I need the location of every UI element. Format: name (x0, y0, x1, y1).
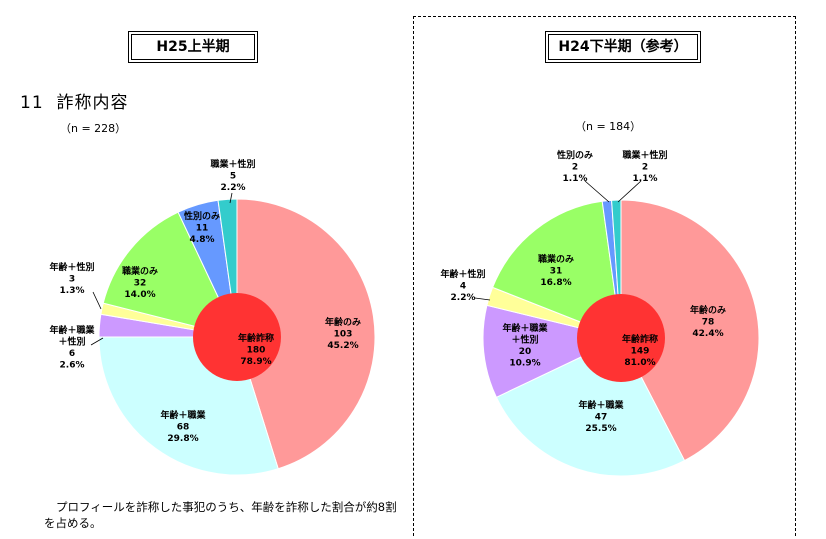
data-label-age-only-line: 45.2% (327, 341, 358, 351)
data-label-sex-only-line: 2 (572, 163, 578, 173)
data-label-age-job-line: 68 (177, 423, 190, 433)
data-label-age-fraud-total-line: 78.9% (240, 357, 271, 367)
data-label-job-sex-line: 職業＋性別 (622, 149, 667, 161)
data-label-sex-only-line: 11 (196, 224, 209, 234)
data-label-age-job-sex-line: 2.6% (60, 361, 85, 371)
section-title: 詐称内容 (56, 93, 129, 113)
data-label-age-job-sex-line: ＋性別 (58, 336, 85, 348)
leader-line (92, 291, 102, 310)
pie-slice-age-job-sex (482, 304, 623, 398)
data-label-age-job-sex-line: ＋性別 (511, 334, 538, 346)
data-label-age-only-line: 年齢のみ (325, 316, 361, 328)
data-label-age-job-line: 47 (595, 413, 608, 423)
pie-slice-job-only (102, 211, 238, 338)
data-label-age-fraud-total: 年齢詐称 149 81.0% (622, 333, 658, 368)
data-label-age-job-sex-line: 年齢＋職業 (502, 322, 548, 334)
data-label-age-job-sex: 年齢＋職業＋性別 20 10.9% (502, 322, 548, 369)
data-label-age-sex-line: 年齢＋性別 (440, 268, 485, 280)
data-label-job-sex-line: 5 (230, 172, 236, 182)
period-header-left: H25上半期 (128, 31, 258, 63)
leader-line (90, 337, 104, 346)
data-label-job-only-line: 14.0% (124, 290, 155, 300)
summary-note-line1: プロフィールを詐称した事犯のうち、年齢を詐称した割合が約8割 (56, 500, 397, 514)
data-label-sex-only: 性別のみ 2 1.1% (557, 149, 593, 184)
data-label-age-fraud-total-line: 180 (247, 346, 266, 356)
data-label-age-fraud-total: 年齢詐称 180 78.9% (238, 332, 274, 367)
sample-size-left: （n = 228） (60, 122, 127, 135)
data-label-age-only-line: 78 (702, 318, 715, 328)
leader-line (584, 180, 610, 203)
data-label-age-job-sex-line: 6 (69, 349, 75, 359)
data-label-job-only-line: 16.8% (540, 278, 571, 288)
data-label-age-sex-line: 4 (460, 282, 466, 292)
data-label-job-only-line: 職業のみ (122, 265, 158, 277)
summary-note: プロフィールを詐称した事犯のうち、年齢を詐称した割合が約8割 を占める。 (44, 499, 397, 531)
data-label-age-fraud-total-line: 149 (631, 347, 650, 357)
data-label-age-job-line: 年齢＋職業 (160, 409, 206, 421)
data-label-sex-only-line: 性別のみ (557, 149, 593, 161)
data-label-job-sex-line: 職業＋性別 (210, 158, 255, 170)
data-label-age-only: 年齢のみ 103 45.2% (325, 316, 361, 351)
data-label-age-job-sex: 年齢＋職業＋性別 6 2.6% (49, 324, 95, 371)
section-heading: 11 詐称内容 (20, 88, 128, 113)
inner-circle-age-fraud (193, 293, 281, 381)
data-label-sex-only-line: 4.8% (190, 235, 215, 245)
data-label-age-job-line: 年齢＋職業 (578, 399, 624, 411)
leader-line (617, 180, 642, 203)
data-label-age-only-line: 年齢のみ (690, 304, 726, 316)
data-label-job-sex: 職業＋性別 2 1.1% (622, 149, 667, 184)
pie-slice-job-only (491, 200, 622, 339)
data-label-job-sex-line: 1.1% (633, 174, 658, 184)
period-title-right: H24下半期（参考） (548, 34, 698, 60)
data-label-job-sex-line: 2 (642, 163, 648, 173)
pie-chart-h24-second-half: 年齢のみ 78 42.4%年齢＋職業 47 25.5%年齢＋職業＋性別 20 10.9%年齢… (440, 149, 760, 477)
data-label-job-only: 職業のみ 32 14.0% (122, 265, 158, 300)
data-label-job-sex: 職業＋性別 5 2.2% (210, 158, 255, 193)
data-label-age-job-line: 29.8% (167, 434, 198, 444)
data-label-sex-only-line: 1.1% (563, 174, 588, 184)
inner-circle-age-fraud (577, 294, 665, 382)
pie-chart-h25-first-half: 年齢のみ 103 45.2%年齢＋職業 68 29.8%年齢＋職業＋性別 6 2.6%年齢＋… (49, 158, 376, 476)
data-label-age-sex: 年齢＋性別 3 1.3% (49, 261, 94, 296)
sample-size-right: （n = 184） (575, 120, 642, 133)
summary-note-line2: を占める。 (44, 516, 102, 530)
period-title-left: H25上半期 (131, 34, 255, 60)
data-label-job-only-line: 32 (134, 279, 147, 289)
period-header-right: H24下半期（参考） (545, 31, 701, 63)
data-label-age-only-line: 42.4% (692, 329, 723, 339)
data-label-age-job: 年齢＋職業 68 29.8% (160, 409, 206, 444)
pie-slice-age-only (236, 198, 376, 470)
data-label-age-only-line: 103 (334, 330, 353, 340)
data-label-job-sex-line: 2.2% (221, 183, 246, 193)
data-label-age-sex-line: 2.2% (451, 293, 476, 303)
data-label-age-job-line: 25.5% (585, 424, 616, 434)
data-label-age-sex: 年齢＋性別 4 2.2% (440, 268, 485, 303)
data-label-age-job: 年齢＋職業 47 25.5% (578, 399, 624, 434)
data-label-sex-only-line: 性別のみ (184, 210, 220, 222)
pie-slice-age-only (620, 199, 760, 462)
data-label-job-only-line: 職業のみ (538, 253, 574, 265)
leader-line (229, 192, 233, 204)
data-label-age-job-sex-line: 10.9% (509, 359, 540, 369)
data-label-age-fraud-total-line: 年齢詐称 (622, 333, 658, 345)
section-number: 11 (20, 93, 44, 113)
data-label-job-only-line: 31 (550, 267, 563, 277)
data-label-age-sex-line: 1.3% (60, 286, 85, 296)
data-label-age-job-sex-line: 20 (519, 347, 532, 357)
data-label-age-job-sex-line: 年齢＋職業 (49, 324, 95, 336)
data-label-job-only: 職業のみ 31 16.8% (538, 253, 574, 288)
leader-line (474, 297, 491, 301)
data-label-age-fraud-total-line: 年齢詐称 (238, 332, 274, 344)
reference-frame (413, 16, 796, 536)
data-label-age-sex-line: 年齢＋性別 (49, 261, 94, 273)
data-label-age-fraud-total-line: 81.0% (624, 358, 655, 368)
data-label-sex-only: 性別のみ 11 4.8% (184, 210, 220, 245)
data-label-age-sex-line: 3 (69, 275, 75, 285)
data-label-age-only: 年齢のみ 78 42.4% (690, 304, 726, 339)
